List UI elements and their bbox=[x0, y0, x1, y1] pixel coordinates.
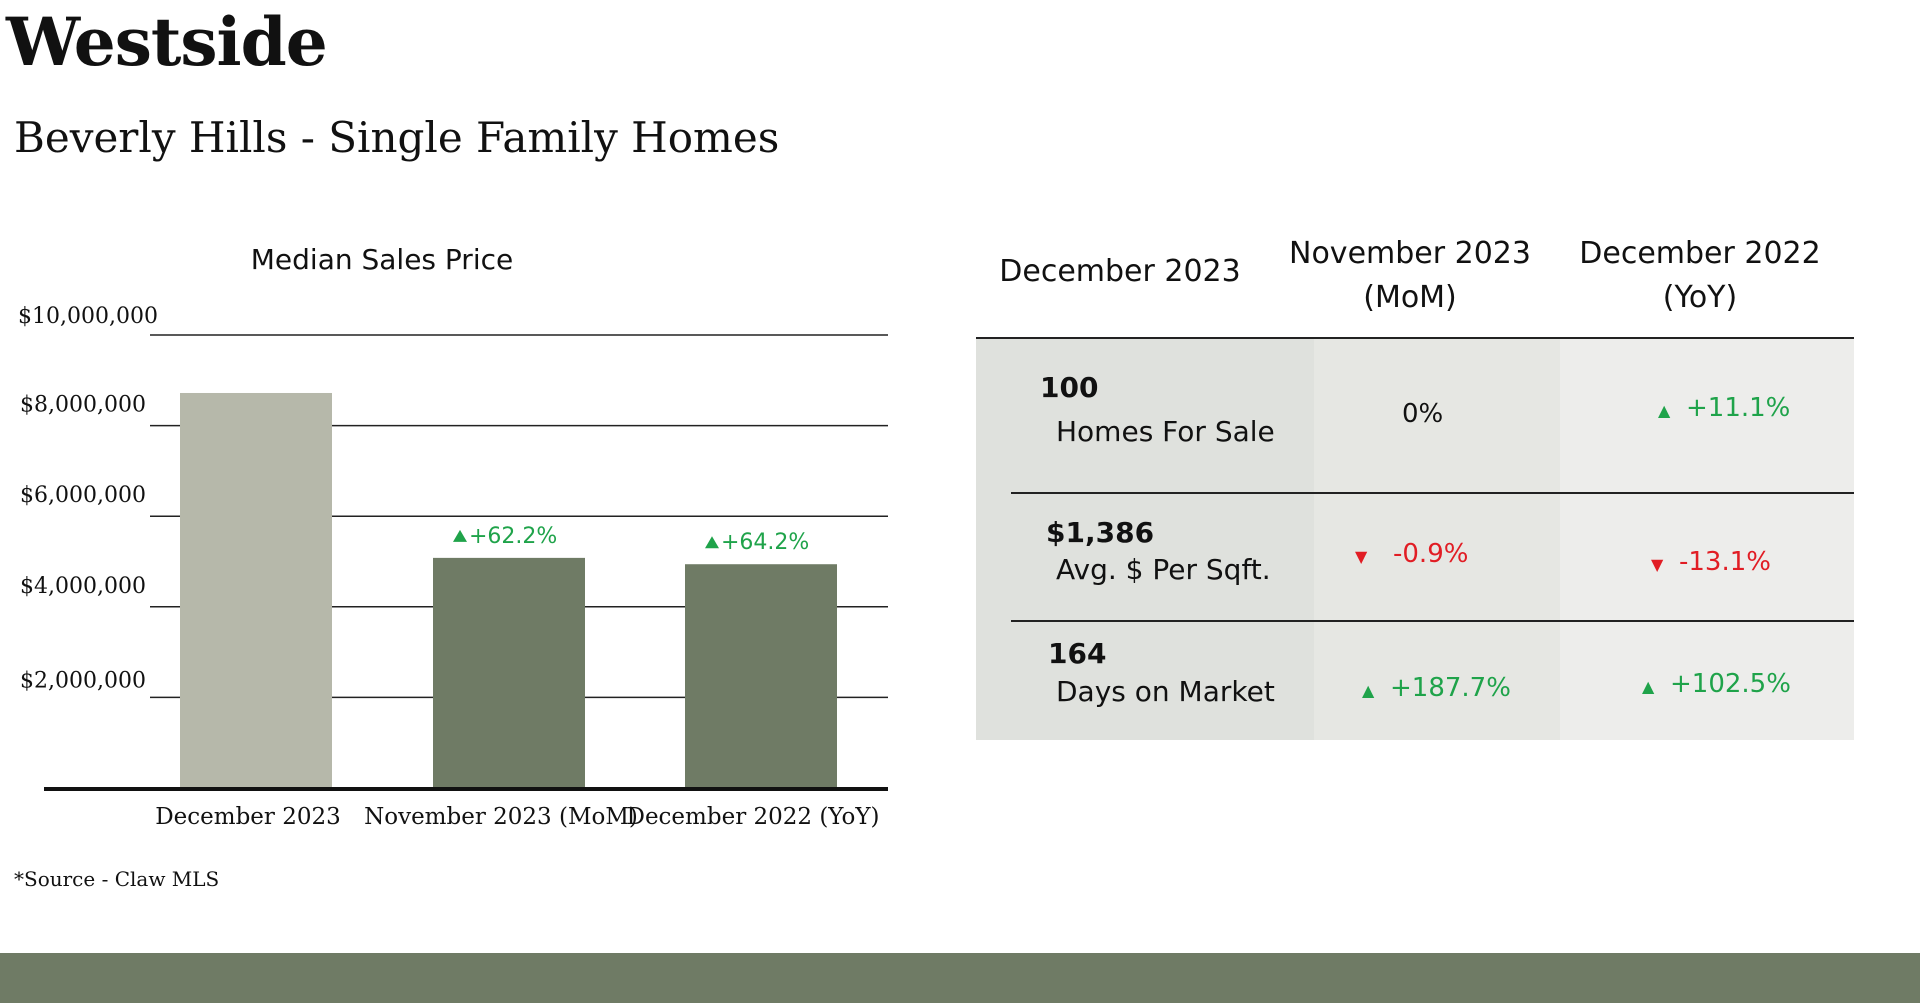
homes-for-sale-mom-text: 0% bbox=[1402, 399, 1444, 429]
price-per-sqft-yoy-text: -13.1% bbox=[1679, 547, 1771, 577]
homes-for-sale-yoy-text: +11.1% bbox=[1686, 393, 1791, 423]
y-tick-label: $6,000,000 bbox=[20, 483, 146, 508]
bar-change-text: +64.2% bbox=[721, 530, 809, 555]
homes-for-sale-yoy: +11.1% bbox=[1658, 390, 1790, 429]
x-category-label: December 2023 bbox=[155, 804, 341, 830]
bar-change-label: +62.2% bbox=[453, 524, 557, 549]
homes-for-sale-value: 100 bbox=[1040, 371, 1099, 404]
up-arrow-icon bbox=[453, 529, 467, 542]
y-tick-label: $2,000,000 bbox=[20, 668, 146, 693]
page-subtitle: Beverly Hills - Single Family Homes bbox=[14, 113, 780, 162]
price-per-sqft-label: Avg. $ Per Sqft. bbox=[1056, 553, 1271, 586]
price-per-sqft-value: $1,386 bbox=[1046, 516, 1155, 549]
days-on-market-mom: +187.7% bbox=[1362, 670, 1511, 709]
chart-title: Median Sales Price bbox=[250, 243, 514, 276]
table-row-divider-1 bbox=[1011, 492, 1854, 494]
bar-2 bbox=[685, 564, 837, 788]
up-arrow-icon bbox=[1642, 666, 1656, 705]
homes-for-sale-label: Homes For Sale bbox=[1056, 415, 1275, 448]
days-on-market-mom-text: +187.7% bbox=[1390, 673, 1511, 703]
page-title: Westside bbox=[6, 3, 328, 81]
y-tick-label: $10,000,000 bbox=[18, 304, 158, 329]
median-sales-price-chart: $2,000,000 $4,000,000 $6,000,000 $8,000,000… bbox=[18, 304, 888, 830]
table-bg-col-current bbox=[976, 339, 1314, 740]
table-header-yoy: December 2022 (YoY) bbox=[1579, 236, 1821, 315]
table-header-current: December 2023 bbox=[999, 254, 1241, 289]
bar-change-label: +64.2% bbox=[705, 530, 809, 555]
price-per-sqft-yoy: -13.1% bbox=[1651, 544, 1771, 583]
table-header-rule bbox=[976, 337, 1854, 339]
down-arrow-icon bbox=[1355, 536, 1369, 575]
price-per-sqft-mom-text: -0.9% bbox=[1393, 539, 1469, 569]
source-note: *Source - Claw MLS bbox=[14, 867, 220, 891]
y-tick-label: $8,000,000 bbox=[20, 393, 146, 418]
table-row-divider-2 bbox=[1011, 620, 1854, 622]
bar-1 bbox=[433, 557, 585, 788]
footer-bar bbox=[0, 953, 1920, 1003]
days-on-market-yoy: +102.5% bbox=[1642, 666, 1791, 705]
up-arrow-icon bbox=[705, 536, 719, 549]
up-arrow-icon bbox=[1362, 670, 1376, 709]
table-bg-col-yoy bbox=[1560, 339, 1854, 740]
x-category-label: December 2022 (YoY) bbox=[627, 804, 880, 830]
bar-0 bbox=[180, 392, 332, 788]
price-per-sqft-mom: -0.9% bbox=[1355, 536, 1468, 575]
down-arrow-icon bbox=[1651, 544, 1665, 583]
days-on-market-label: Days on Market bbox=[1056, 675, 1275, 708]
days-on-market-yoy-text: +102.5% bbox=[1670, 669, 1791, 699]
table-header-mom: November 2023 (MoM) bbox=[1289, 236, 1531, 315]
x-category-label: November 2023 (MoM) bbox=[364, 804, 638, 830]
days-on-market-value: 164 bbox=[1048, 637, 1107, 670]
bar-change-text: +62.2% bbox=[469, 524, 557, 549]
y-tick-label: $4,000,000 bbox=[20, 574, 146, 599]
up-arrow-icon bbox=[1658, 390, 1672, 429]
homes-for-sale-mom: 0% bbox=[1402, 396, 1443, 432]
